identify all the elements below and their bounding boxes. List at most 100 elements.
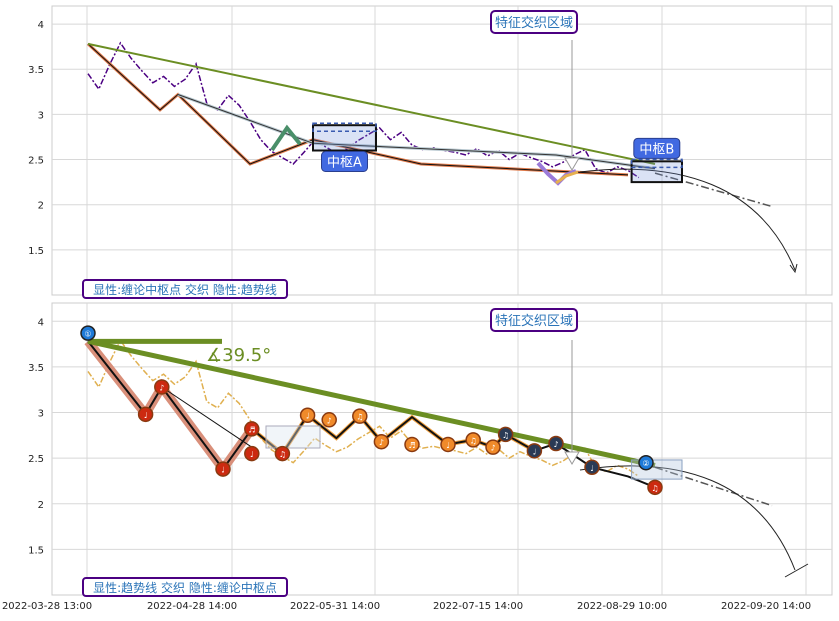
pivot-box-a bbox=[265, 425, 321, 449]
trend-node-label: ♫ bbox=[470, 436, 477, 445]
trend-node bbox=[352, 408, 368, 424]
annotation-text: 特征交织区域 bbox=[495, 313, 573, 329]
bottom-ytick-label: 2.5 bbox=[28, 454, 44, 465]
xtick-label: 2022-04-28 14:00 bbox=[147, 601, 237, 612]
trend-node bbox=[373, 433, 390, 450]
trend-node-label: ♩ bbox=[306, 412, 310, 421]
trend-node-label: ♪ bbox=[490, 444, 495, 453]
legend-box bbox=[82, 577, 288, 597]
bottom-ytick-label: 1.5 bbox=[28, 545, 44, 556]
annotation-text: 特征交织区域 bbox=[495, 15, 573, 31]
top-ytick-label: 3 bbox=[38, 110, 44, 121]
projection-line bbox=[654, 172, 773, 208]
top-ytick-label: 4 bbox=[38, 20, 44, 31]
price-line-gold bbox=[87, 338, 640, 478]
trend-node bbox=[404, 436, 420, 453]
trend-node-label: ♩ bbox=[221, 466, 225, 475]
pivot-label-bg bbox=[633, 137, 681, 159]
pivot-label-bg bbox=[321, 151, 368, 172]
trend-node-label: ♪ bbox=[553, 440, 558, 449]
trend-node bbox=[485, 439, 501, 455]
annotation-arrowhead bbox=[564, 451, 580, 465]
trend-node bbox=[137, 406, 154, 423]
trend-node bbox=[638, 454, 654, 471]
annotation-arrowhead bbox=[564, 157, 580, 171]
segment-line-dark bbox=[177, 94, 656, 170]
pivot-box bbox=[312, 124, 377, 152]
trendline bbox=[87, 42, 656, 165]
legend-text: 显性:缠论中枢点 交织 隐性:趋势线 bbox=[93, 282, 277, 297]
pivot-box-dash bbox=[630, 158, 683, 169]
trend-node bbox=[154, 379, 170, 395]
xtick-label: 2022-08-29 10:00 bbox=[577, 601, 667, 612]
trend-node-label: ♫ bbox=[356, 413, 363, 422]
pivot-box bbox=[630, 160, 683, 184]
trend-node bbox=[526, 443, 543, 459]
trend-node bbox=[465, 432, 481, 448]
price-line bbox=[87, 41, 640, 179]
forecast-end-bar bbox=[784, 563, 809, 578]
trend-node-label: ♪ bbox=[159, 383, 164, 392]
top-ytick-label: 1.5 bbox=[28, 246, 44, 257]
trend-node-label: ♩ bbox=[144, 411, 148, 420]
bottom-ytick-label: 3.5 bbox=[28, 363, 44, 374]
trend-node bbox=[548, 435, 564, 452]
trend-node-label: ♬ bbox=[248, 425, 255, 434]
forecast-arc bbox=[579, 465, 796, 571]
angle-label: ∡39.5° bbox=[206, 345, 271, 366]
trend-node bbox=[244, 421, 260, 437]
pivot-label: 中枢B bbox=[639, 142, 674, 157]
trend-node bbox=[299, 407, 316, 423]
trend-node bbox=[215, 461, 231, 477]
trend-node-label: ♪ bbox=[327, 416, 332, 425]
trend-node bbox=[440, 436, 456, 453]
bottom-ytick-label: 3 bbox=[38, 409, 44, 420]
grid-layer: 1.5 2 2.5 3 3.5 4 1.5 2 2.5 3 3.5 4 bbox=[28, 5, 833, 596]
pivot-box-dash bbox=[312, 122, 377, 132]
annotation-box bbox=[490, 10, 578, 34]
forecast-arrowhead bbox=[789, 263, 798, 274]
trend-node-label: ♩ bbox=[590, 464, 594, 473]
pivot-b-stroke-gold bbox=[555, 170, 579, 185]
trend-node bbox=[274, 445, 291, 462]
top-ytick-label: 2.5 bbox=[28, 156, 44, 167]
trend-node bbox=[497, 426, 514, 443]
trend-node-label: ① bbox=[84, 330, 91, 339]
pivot-label: 中枢A bbox=[327, 156, 362, 171]
pivot-a-stroke bbox=[270, 124, 302, 152]
trend-node-label: ② bbox=[642, 459, 649, 468]
axes-layer: 2022-03-28 13:00 2022-04-28 14:00 2022-05-… bbox=[2, 601, 811, 612]
trend-node bbox=[647, 479, 663, 496]
projection-line bbox=[654, 466, 773, 507]
trend-node bbox=[584, 459, 600, 475]
bi-stroke-black bbox=[87, 43, 629, 176]
trend-node-label: ♪ bbox=[379, 438, 384, 447]
bottom-ytick-label: 4 bbox=[38, 317, 44, 328]
trend-node-label: ♫ bbox=[502, 431, 509, 440]
segment-thin bbox=[161, 386, 253, 448]
annotation-box bbox=[490, 308, 578, 332]
trend-node-label: ♩ bbox=[446, 441, 450, 450]
xtick-label: 2022-07-15 14:00 bbox=[433, 601, 523, 612]
legend-box bbox=[82, 279, 288, 299]
forecast-arc bbox=[579, 168, 796, 271]
bottom-ytick-label: 2 bbox=[38, 500, 44, 511]
xtick-label: 2022-05-31 14:00 bbox=[290, 601, 380, 612]
legend-text: 显性:趋势线 交织 隐性:缠论中枢点 bbox=[93, 580, 277, 595]
trend-node bbox=[321, 412, 337, 428]
bottom-panel: ∡39.5° 特征交织区域 ① ♩ ♪ ♩ ♬ ♩ ♫ ♩ ♪ ♫ ♪ ♬ ♩ ♫ ♪ ♫ ♩ ♪ ♩ ② ♫ 显性:趋势线 … bbox=[80, 308, 809, 597]
xtick-label: 2022-09-20 14:00 bbox=[721, 601, 811, 612]
trend-node-label: ♩ bbox=[533, 447, 537, 456]
trend-node bbox=[80, 325, 96, 341]
top-ytick-label: 3.5 bbox=[28, 65, 44, 76]
trend-node bbox=[244, 445, 260, 462]
trend-node-label: ♬ bbox=[408, 441, 415, 450]
trend-node-label: ♩ bbox=[250, 450, 254, 459]
trend-node-label: ♫ bbox=[279, 450, 286, 459]
top-ytick-label: 2 bbox=[38, 201, 44, 212]
xtick-label: 2022-03-28 13:00 bbox=[2, 601, 92, 612]
trend-node-label: ♫ bbox=[651, 484, 658, 493]
